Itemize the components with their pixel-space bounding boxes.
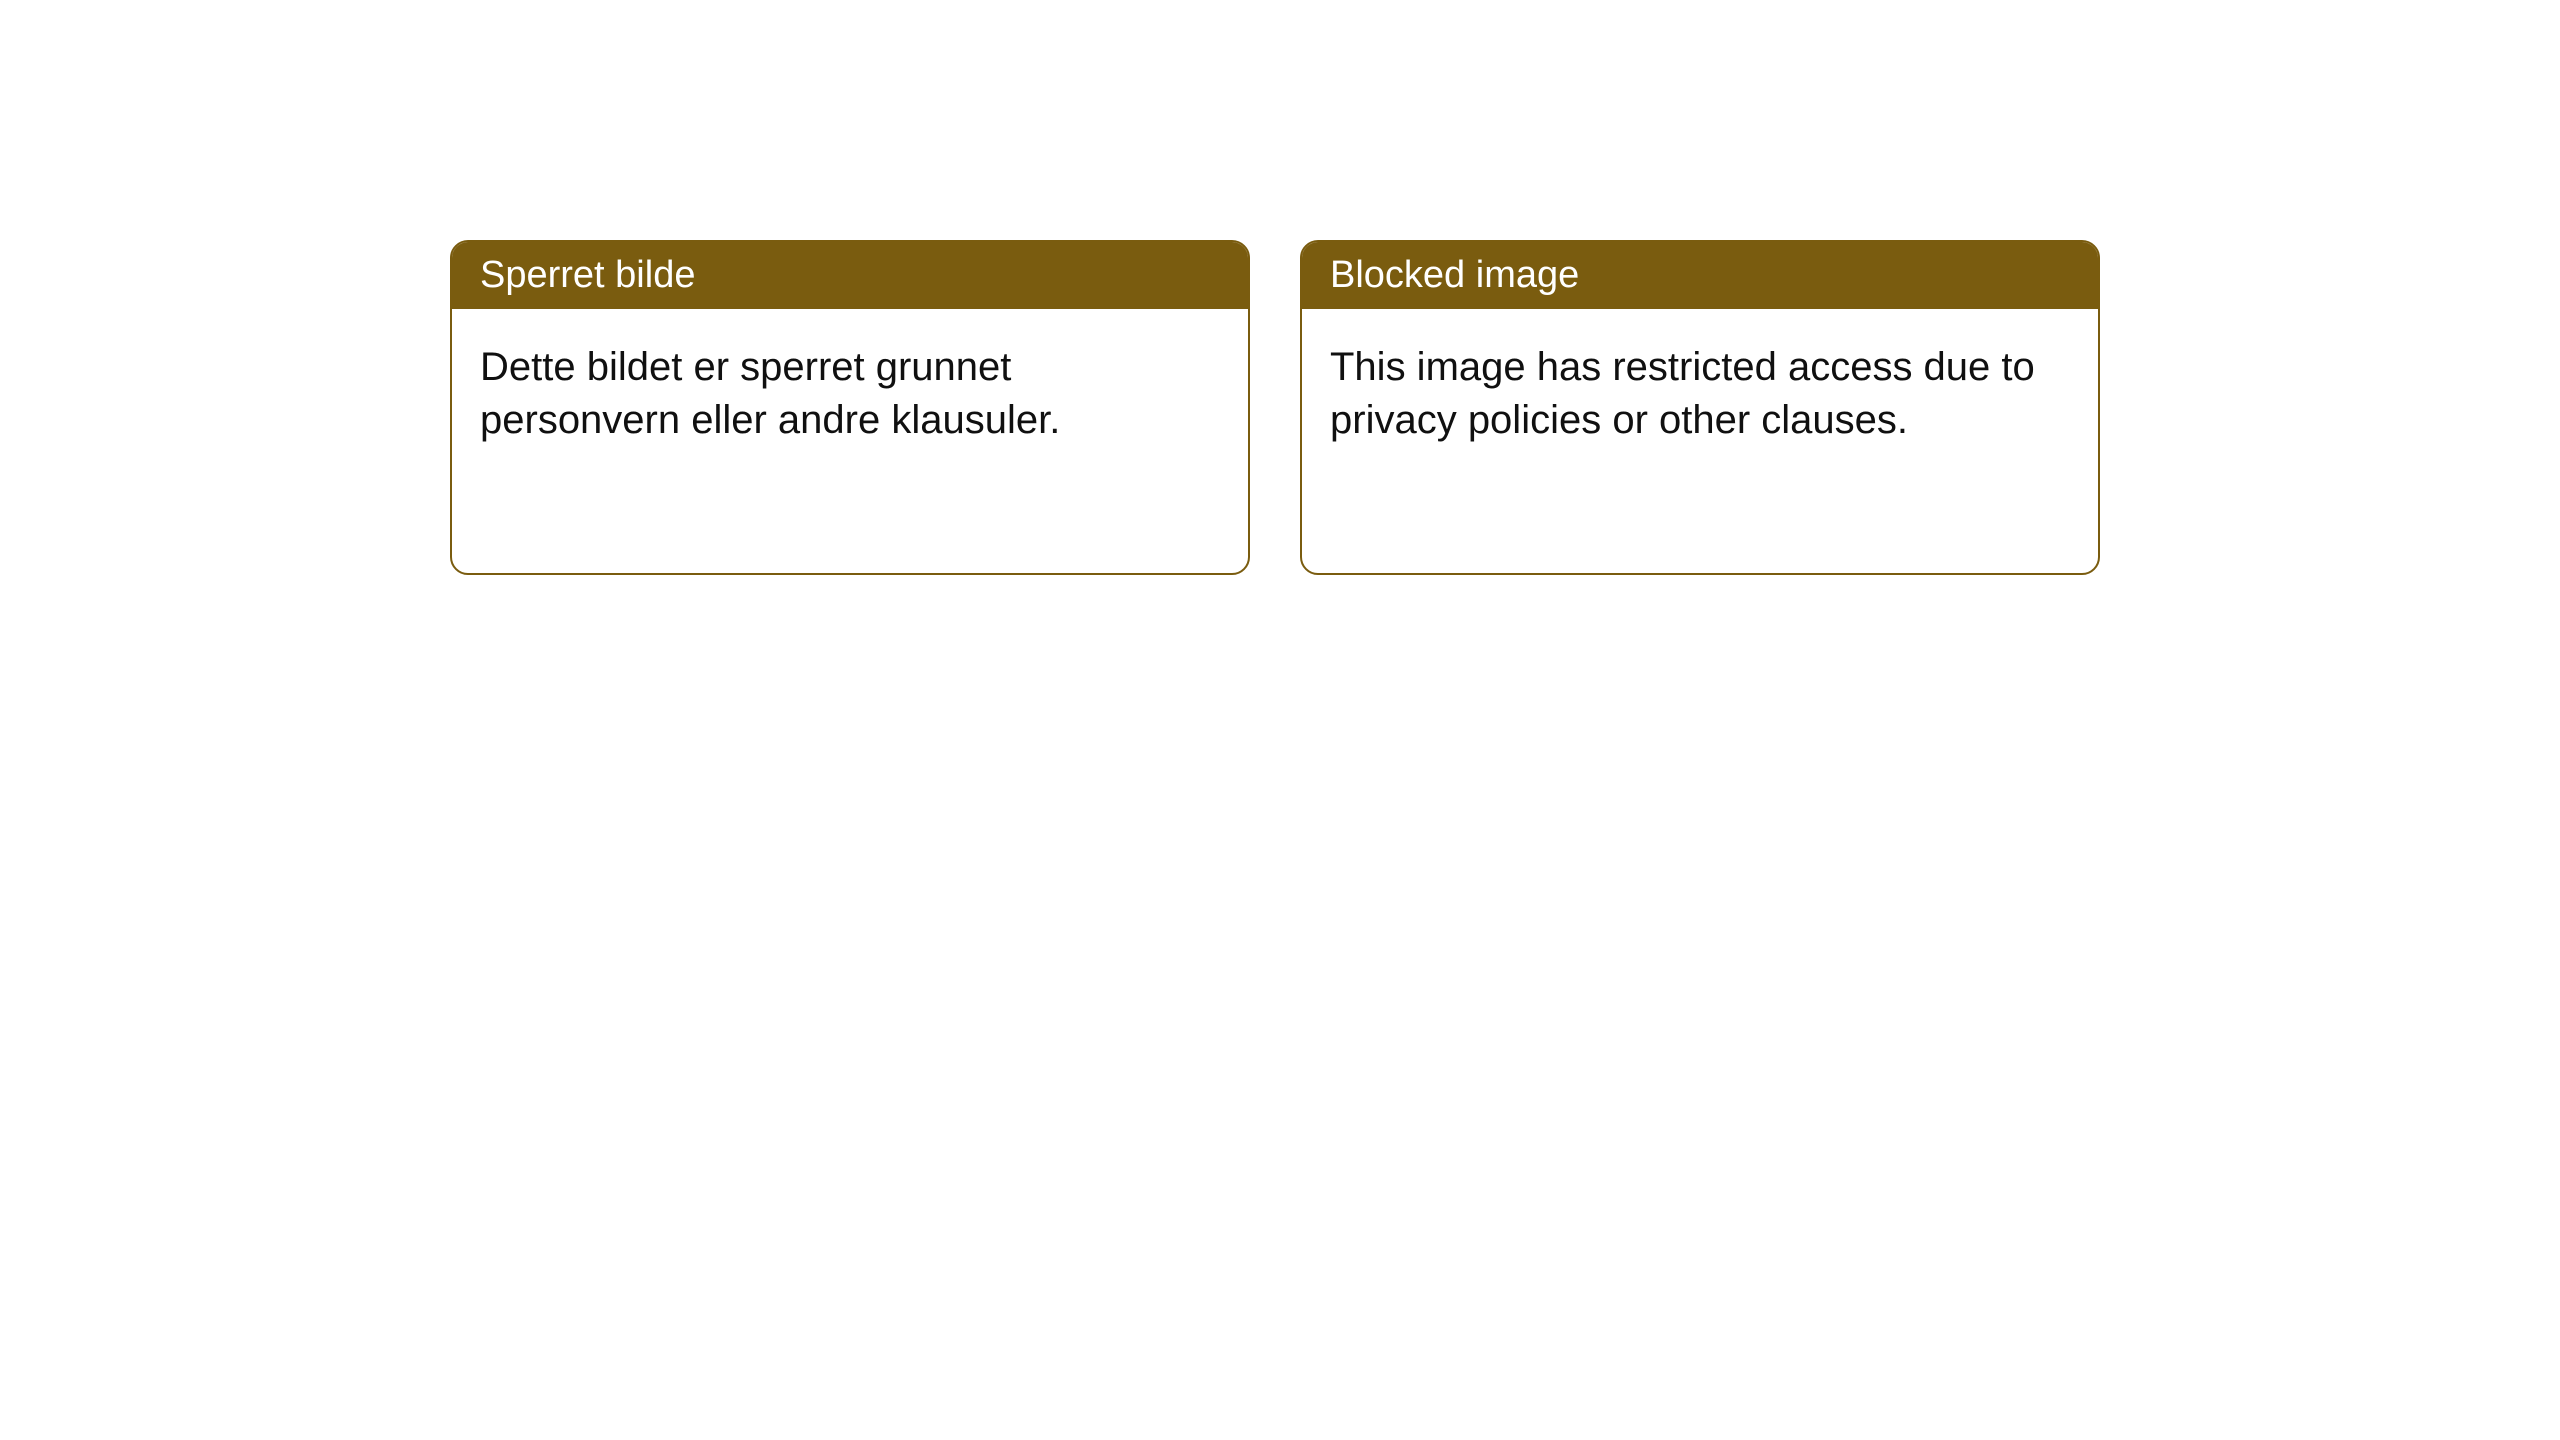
card-body-no: Dette bildet er sperret grunnet personve… bbox=[452, 309, 1248, 479]
card-title-no: Sperret bilde bbox=[452, 242, 1248, 309]
card-title-en: Blocked image bbox=[1302, 242, 2098, 309]
blocked-image-card-en: Blocked image This image has restricted … bbox=[1300, 240, 2100, 575]
blocked-image-card-no: Sperret bilde Dette bildet er sperret gr… bbox=[450, 240, 1250, 575]
card-body-en: This image has restricted access due to … bbox=[1302, 309, 2098, 479]
card-row: Sperret bilde Dette bildet er sperret gr… bbox=[0, 0, 2560, 575]
